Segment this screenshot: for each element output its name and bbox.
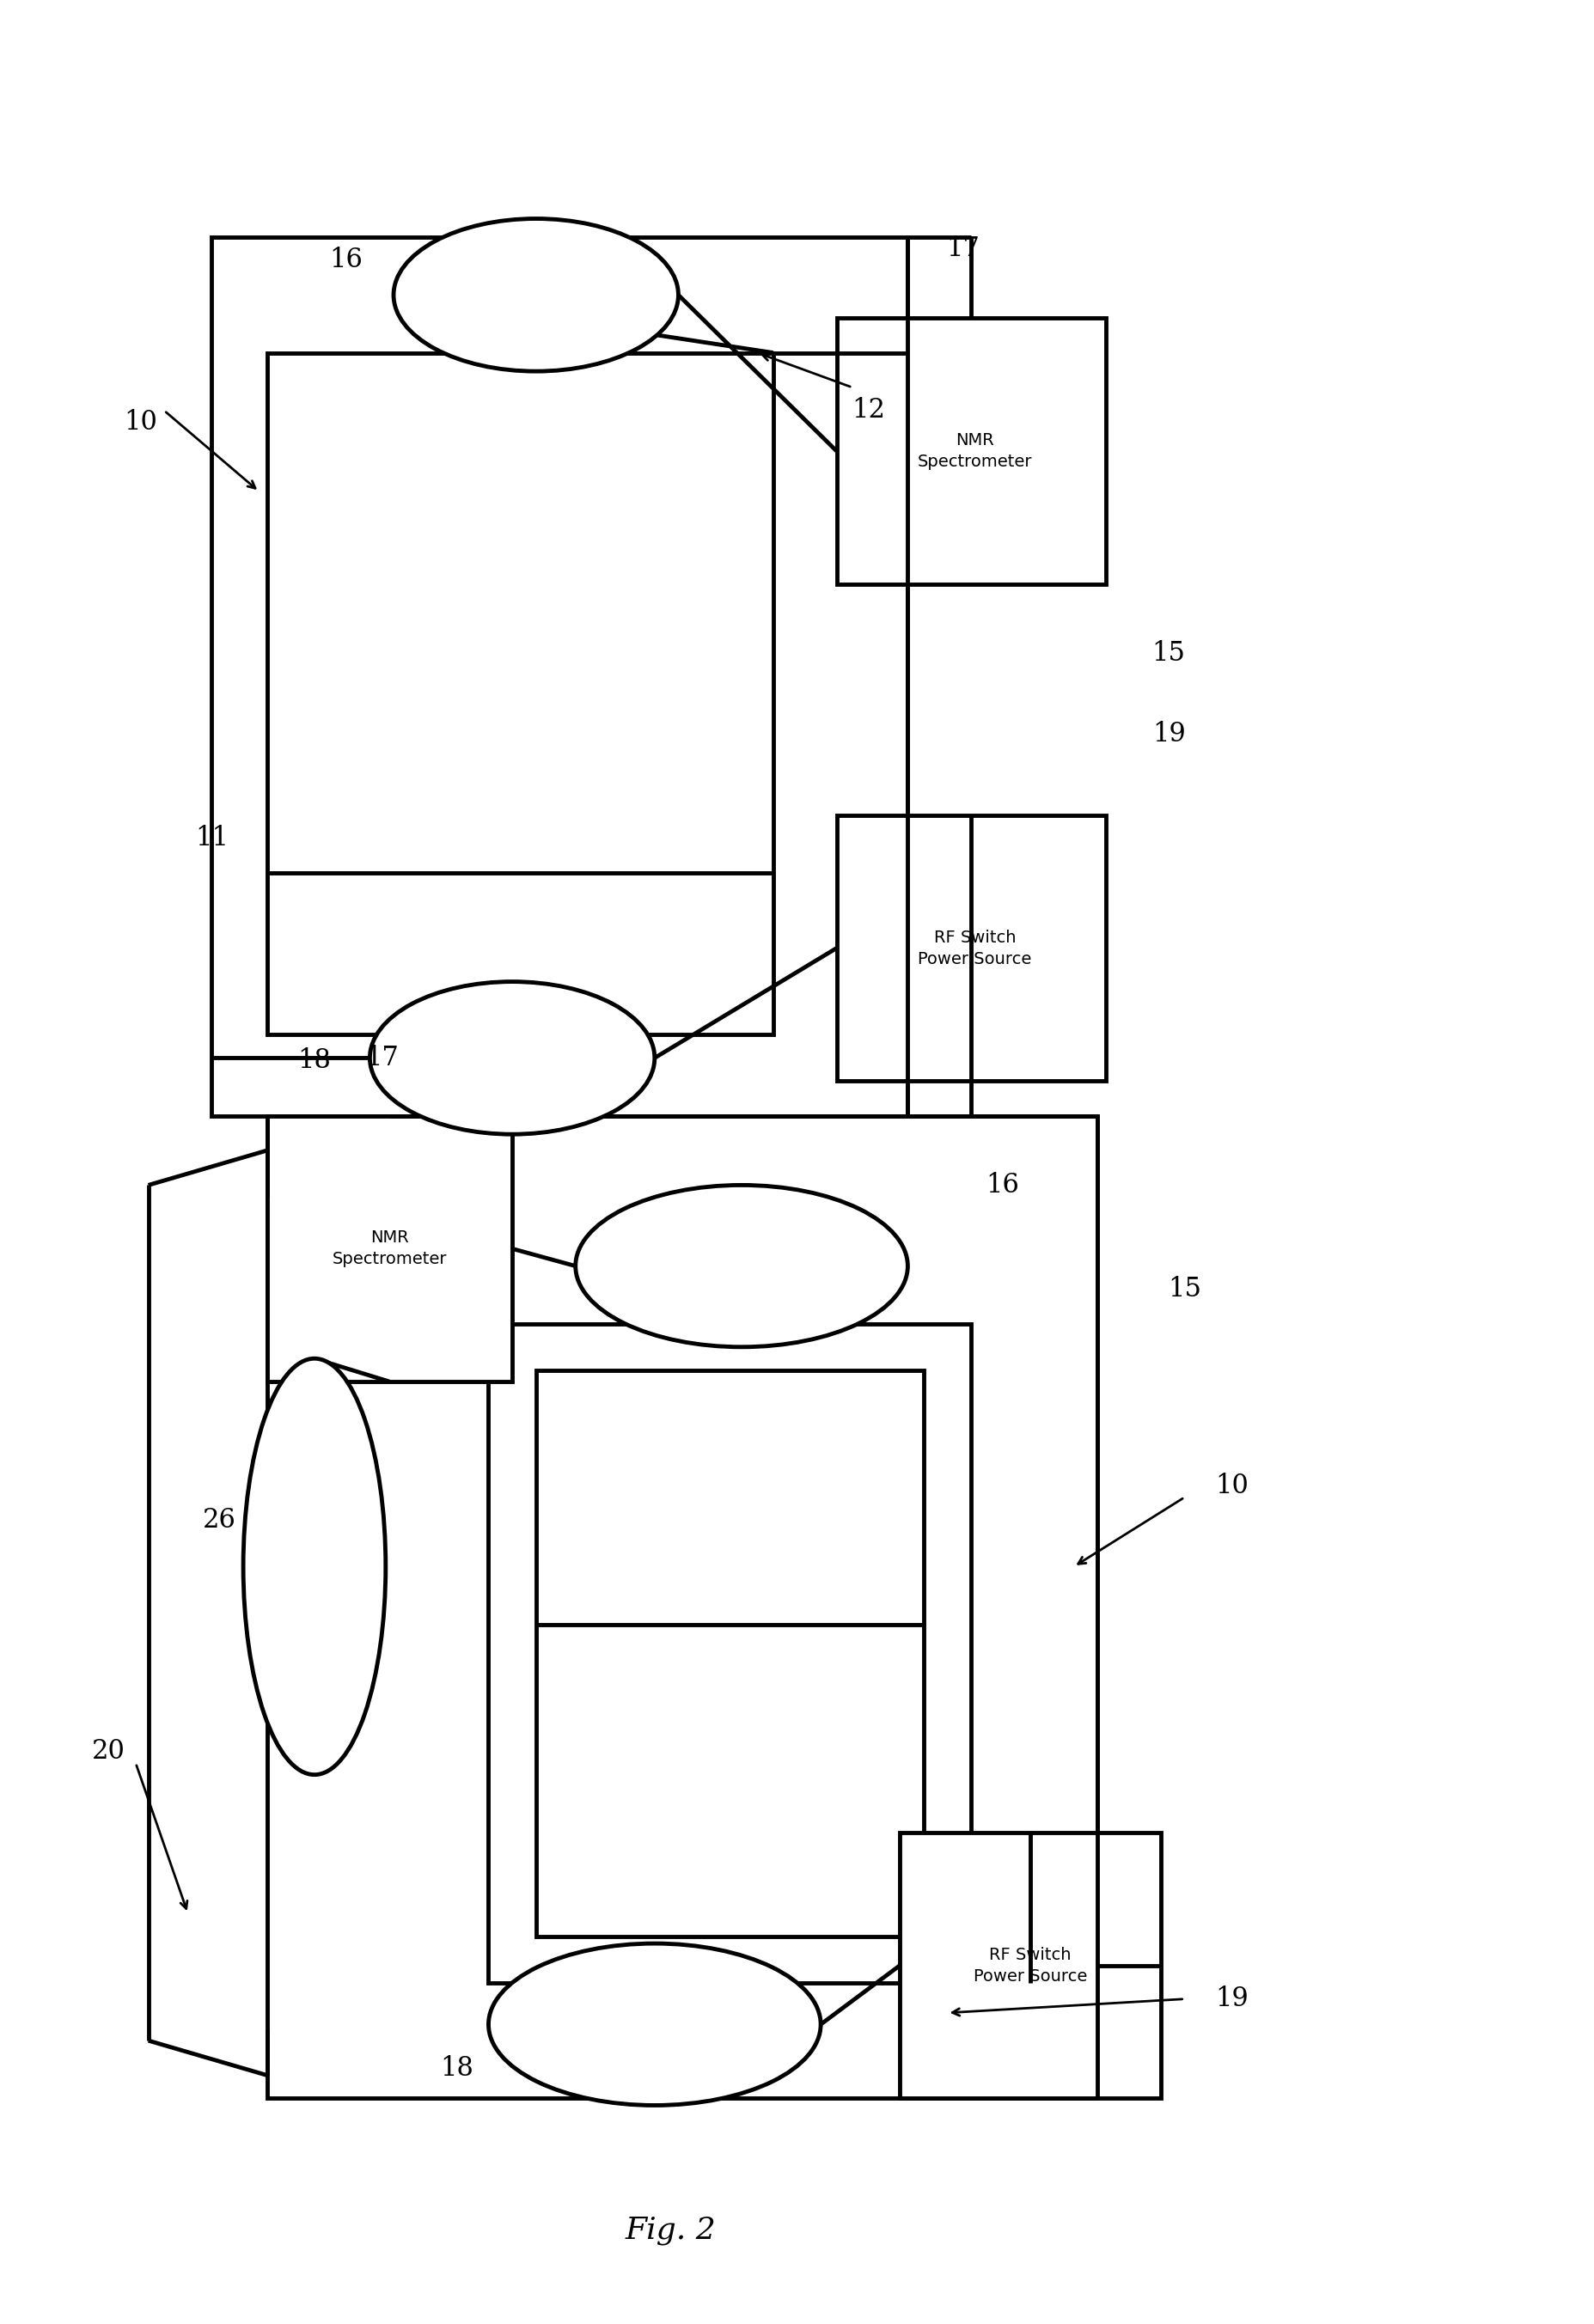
Text: RF Switch
Power Source: RF Switch Power Source: [918, 930, 1031, 967]
Text: 10: 10: [1215, 1473, 1248, 1499]
Text: 17: 17: [947, 235, 980, 263]
Bar: [837, 816, 1106, 1081]
Text: RF Switch
Power Source: RF Switch Power Source: [974, 1948, 1087, 1985]
Ellipse shape: [370, 981, 655, 1134]
Text: 15: 15: [1168, 1276, 1202, 1301]
Bar: [536, 1371, 923, 1936]
Ellipse shape: [244, 1360, 386, 1776]
Text: Fig. 1: Fig. 1: [625, 1297, 716, 1327]
Bar: [268, 1116, 512, 1383]
Text: 18: 18: [440, 2054, 473, 2082]
Text: 19: 19: [1215, 1985, 1248, 2013]
Text: Fig. 2: Fig. 2: [625, 2215, 716, 2245]
Text: 19: 19: [1152, 720, 1186, 748]
Text: 15: 15: [1152, 639, 1186, 667]
Text: 18: 18: [298, 1046, 332, 1074]
Text: 17: 17: [365, 1046, 398, 1071]
Ellipse shape: [488, 1943, 821, 2106]
Bar: [268, 353, 773, 1034]
Bar: [901, 1834, 1160, 2099]
Text: NMR
Spectrometer: NMR Spectrometer: [332, 1229, 446, 1267]
Bar: [268, 1116, 1098, 2099]
Text: 16: 16: [330, 246, 363, 274]
Ellipse shape: [394, 218, 679, 372]
Text: NMR
Spectrometer: NMR Spectrometer: [918, 432, 1033, 469]
Text: 12: 12: [851, 397, 885, 423]
Bar: [837, 318, 1106, 583]
Text: 20: 20: [92, 1738, 126, 1764]
Text: 11: 11: [194, 825, 228, 851]
Text: 16: 16: [987, 1171, 1020, 1199]
Text: 26: 26: [202, 1506, 236, 1534]
Bar: [488, 1325, 971, 1982]
Text: 10: 10: [124, 409, 158, 435]
Bar: [212, 237, 907, 1116]
Ellipse shape: [575, 1185, 907, 1348]
